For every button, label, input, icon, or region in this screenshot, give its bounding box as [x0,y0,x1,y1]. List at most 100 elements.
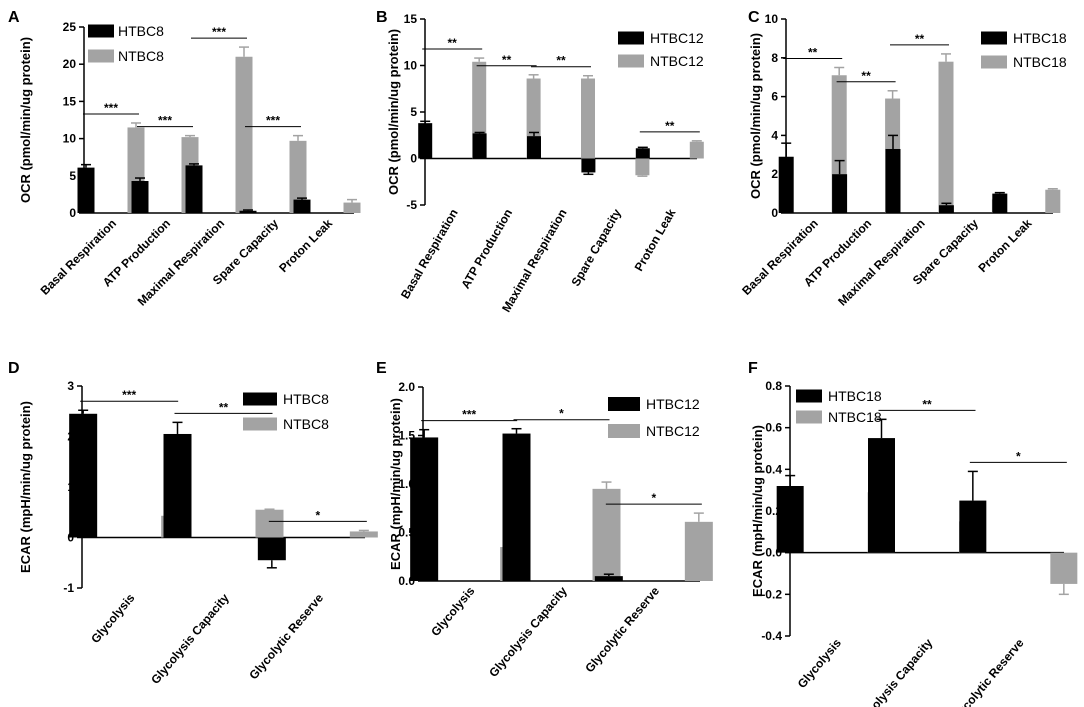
legend-swatch-ntbc8 [243,417,277,431]
category-label: Proton Leak [276,216,335,275]
significance-label: ** [556,54,566,68]
panel-letter: E [376,360,387,377]
bar-htbc12-2 [594,576,623,581]
y-tick-label: 15 [63,94,77,108]
category-label: Maximal Respiration [835,216,927,308]
category-label: Glycolysis Capacity [852,636,936,707]
category-label: Glycolytic Reserve [246,591,326,683]
legend-swatch-ntbc8 [88,49,114,63]
significance-label: * [1016,449,1021,463]
category-label: Glycolysis [88,591,138,646]
legend-label: NTBC18 [1013,54,1067,70]
bar-ntbc8-2 [349,531,378,538]
legend-swatch-ntbc18 [981,55,1007,69]
y-axis-label: ECAR (mpH/min/ug protein) [18,401,33,573]
bar-htbc12-0 [418,123,433,159]
y-tick-label: 0.4 [765,462,782,476]
bar-htbc18-3 [938,205,954,213]
y-axis-label: ECAR (mpH/min/ug protein) [388,398,403,570]
significance-label: ** [808,46,818,60]
y-axis-label: OCR (pmol/min/ug protein) [748,33,763,199]
y-tick-label: 5 [410,105,417,119]
y-tick-label: -0.4 [761,629,782,643]
bar-htbc8-1 [163,433,192,538]
legend-swatch-htbc12 [608,397,640,411]
panel-letter: B [376,9,388,26]
significance-label: *** [212,25,226,39]
y-axis-label: OCR (pmol/min/ug protein) [386,29,401,195]
bar-ntbc12-3 [635,158,650,176]
bar-ntbc18-4 [1045,189,1061,213]
bar-htbc18-4 [992,193,1008,213]
legend-label: HTBC18 [828,388,882,404]
bar-htbc12-0 [410,437,439,581]
bar-htbc12-4 [635,148,650,159]
legend-label: NTBC12 [646,423,700,439]
category-label: Glycolysis Capacity [148,591,232,687]
legend-label: NTBC8 [283,416,329,432]
y-tick-label: 4 [771,128,778,142]
bar-htbc18-1 [832,174,848,213]
bar-ntbc8-4 [343,202,361,213]
panel-letter: F [748,360,758,377]
legend-swatch-htbc18 [981,31,1007,45]
bar-ntbc18-2 [1050,552,1078,584]
category-label: Glycolysis [428,584,478,639]
y-tick-label: 8 [771,51,778,65]
legend-swatch-htbc12 [618,31,644,45]
panel-letter: C [748,9,760,26]
bar-htbc8-1 [131,181,149,213]
legend-swatch-htbc18 [796,389,822,403]
legend-label: NTBC8 [118,48,164,64]
bar-htbc18-1 [868,438,895,553]
y-tick-label: -5 [406,198,417,212]
category-label: Glycolytic Reserve [582,584,662,676]
significance-label: ** [922,397,932,411]
category-label: Basal Respiration [398,207,461,302]
y-tick-label: 0 [771,206,778,220]
y-tick-label: 2.0 [398,380,415,394]
significance-label: * [315,508,320,522]
y-tick-label: 20 [63,57,77,71]
significance-label: ** [502,53,512,67]
bar-htbc8-3 [239,210,257,213]
significance-label: *** [266,114,280,128]
y-tick-label: 0.6 [765,421,782,435]
significance-label: *** [104,101,118,115]
bar-ntbc8-2 [235,56,253,214]
legend-swatch-ntbc12 [618,54,644,68]
category-label: Spare Capacity [569,206,625,288]
significance-label: ** [219,400,229,414]
y-tick-label: 10 [765,12,779,26]
bar-ntbc12-1 [592,488,621,581]
bar-htbc18-2 [959,500,987,553]
legend-label: HTBC12 [646,396,700,412]
y-tick-label: -0.2 [761,587,782,601]
y-tick-label: 0 [69,206,76,220]
legend-label: NTBC18 [828,409,882,425]
y-tick-label: 10 [63,132,77,146]
significance-label: *** [122,388,136,402]
bar-ntbc18-2 [938,61,954,214]
category-label: Proton Leak [632,206,679,273]
y-axis-label: OCR (pmol/min/ug protein) [18,37,33,203]
y-tick-label: -1 [63,581,74,595]
y-tick-label: 0.8 [765,379,782,393]
legend-swatch-ntbc12 [608,424,640,438]
bar-htbc8-2 [185,165,203,213]
bar-htbc12-1 [502,433,531,581]
bar-htbc12-1 [472,133,487,159]
y-tick-label: 15 [404,12,418,26]
bar-htbc18-2 [885,148,901,213]
bar-htbc12-2 [527,136,541,159]
panel-letter: D [8,360,20,377]
bar-htbc8-0 [69,413,98,538]
legend-label: HTBC8 [118,23,164,39]
significance-label: ** [665,119,675,133]
y-tick-label: 3 [67,379,74,393]
